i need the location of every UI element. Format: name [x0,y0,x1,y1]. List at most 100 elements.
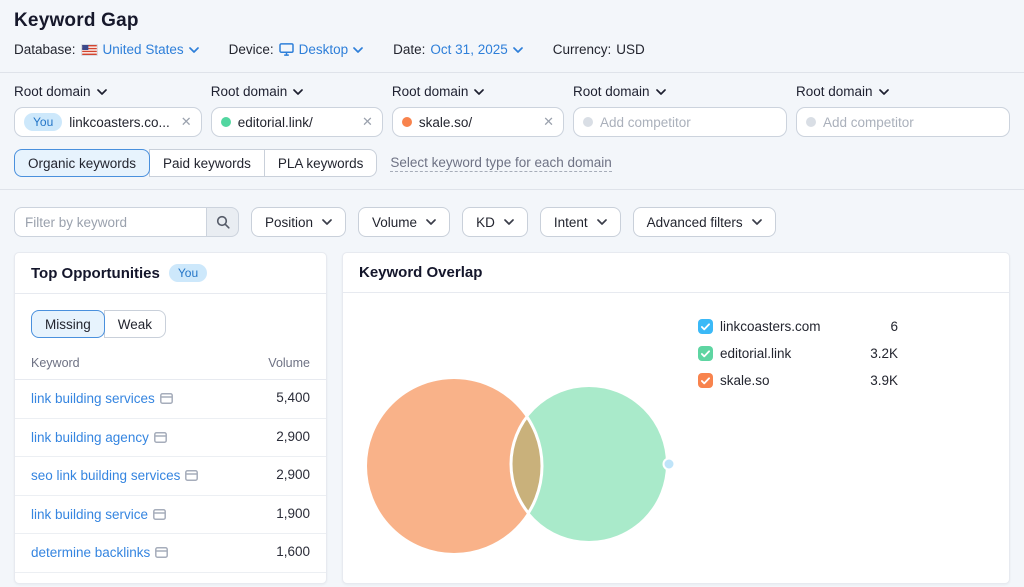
keyword-overlap-title: Keyword Overlap [359,264,483,281]
missing-weak-tabs: Missing Weak [15,294,326,342]
keyword-link[interactable]: link building services [31,389,173,409]
table-row: link building services 5,400 [15,380,326,419]
remove-domain-icon[interactable]: ✕ [180,114,192,129]
volume-value: 1,900 [276,505,310,521]
currency-label: Currency: [552,42,612,57]
database-selector[interactable]: Database: United States [14,42,199,57]
select-keyword-type-link[interactable]: Select keyword type for each domain [390,154,612,172]
overlap-region[interactable] [509,384,667,544]
kd-filter-dropdown[interactable]: KD [462,207,528,237]
tab-organic-keywords[interactable]: Organic keywords [14,149,151,177]
search-icon [216,215,230,229]
domain-chip-skale[interactable]: skale.so/ ✕ [391,107,564,137]
checkbox-skale[interactable] [698,373,713,388]
remove-domain-icon[interactable]: ✕ [543,114,554,129]
keyword-overlap-venn[interactable] [343,293,1010,584]
add-competitor-field-2[interactable] [796,107,1010,137]
domain-chip-you[interactable]: You linkcoasters.co... ✕ [14,107,202,137]
currency-display: Currency: USD [553,42,645,57]
keyword-link[interactable]: link building service [31,505,167,525]
volume-filter-dropdown[interactable]: Volume [358,207,451,237]
legend-row-skale: skale.so 3.9K [698,367,898,394]
linkcoasters-circle[interactable] [662,457,676,471]
database-label: Database: [14,42,76,57]
keyword-link[interactable]: determine backlinks [31,543,169,563]
domain-text: skale.so/ [418,114,473,130]
root-domain-dropdown-5[interactable]: Root domain [796,84,1010,99]
volume-value: 5,400 [276,390,310,405]
keyword-column-header[interactable]: Keyword [31,356,80,370]
serp-features-icon [159,393,173,404]
legend-label: linkcoasters.com [720,319,821,334]
report-settings-bar: Database: United States Device: Desktop … [14,42,1010,57]
advanced-filters-dropdown[interactable]: Advanced filters [632,207,776,237]
add-competitor-input[interactable] [600,114,777,130]
top-opportunities-title: Top Opportunities [31,264,160,282]
you-badge: You [168,264,208,282]
database-value[interactable]: United States [103,42,199,57]
add-competitor-input[interactable] [823,114,1000,130]
device-selector[interactable]: Device: Desktop [229,42,364,57]
tab-missing[interactable]: Missing [31,310,105,338]
domain-color-dot [220,117,231,127]
domain-color-dot [401,117,412,127]
domain-slot-3: Root domain skale.so/ ✕ [391,84,564,137]
desktop-icon [278,43,294,56]
domain-text: editorial.link/ [237,114,313,130]
keyword-filter-input[interactable] [14,207,207,237]
keyword-overlap-header: Keyword Overlap [343,253,1009,293]
root-domain-dropdown-3[interactable]: Root domain [392,84,564,99]
root-domain-dropdown-2[interactable]: Root domain [211,84,383,99]
serp-features-icon [153,508,167,520]
keyword-link[interactable]: seo link building services [31,466,199,486]
domain-slot-5: Root domain [796,84,1010,137]
keyword-search [14,207,239,237]
domain-chip-editorial[interactable]: editorial.link/ ✕ [210,107,383,137]
chevron-down-icon [353,46,363,53]
main-content: Top Opportunities You Missing Weak Keywo… [14,252,1010,584]
keyword-link[interactable]: link building agency [31,428,167,448]
overlap-edge [511,386,544,542]
device-label: Device: [228,42,274,57]
chevron-down-icon [596,219,607,225]
volume-column-header[interactable]: Volume [268,356,310,370]
us-flag-icon [80,43,98,56]
table-row: link building service 1,900 [15,496,326,535]
root-domain-dropdown-1[interactable]: Root domain [14,84,202,99]
domain-text: linkcoasters.co... [69,114,170,130]
chevron-down-icon [188,46,199,53]
search-button[interactable] [206,207,239,237]
add-competitor-field-1[interactable] [573,107,787,137]
legend-row-editorial: editorial.link 3.2K [698,340,898,367]
tab-paid-keywords[interactable]: Paid keywords [149,149,265,177]
serp-features-icon [153,431,167,443]
chevron-down-icon [512,46,523,53]
intent-filter-dropdown[interactable]: Intent [539,207,621,237]
device-value[interactable]: Desktop [299,42,364,57]
domain-color-dot [806,117,816,127]
volume-value: 1,600 [276,544,310,560]
tab-pla-keywords[interactable]: PLA keywords [263,149,378,177]
section-divider [0,189,1024,190]
page-title: Keyword Gap [14,10,139,31]
volume-value: 2,900 [276,467,310,483]
table-row: link building agency 2,900 [15,419,326,458]
table-row: determine backlinks 1,600 [15,534,326,573]
legend-value: 3.2K [870,346,898,361]
top-opportunities-header: Top Opportunities You [15,253,326,294]
chevron-down-icon [503,219,514,225]
volume-value: 2,900 [276,428,310,444]
date-label: Date: [393,42,426,57]
checkbox-linkcoasters[interactable] [698,319,713,334]
domain-color-dot [583,117,593,127]
filter-bar: Position Volume KD Intent Advanced filte… [14,207,1010,237]
date-value[interactable]: Oct 31, 2025 [430,42,523,57]
remove-domain-icon[interactable]: ✕ [361,114,373,129]
domain-slot-4: Root domain [573,84,787,137]
checkbox-editorial[interactable] [698,346,713,361]
root-domain-dropdown-4[interactable]: Root domain [573,84,787,99]
legend-value: 6 [890,319,898,334]
position-filter-dropdown[interactable]: Position [251,207,347,237]
tab-weak[interactable]: Weak [103,310,167,338]
date-selector[interactable]: Date: Oct 31, 2025 [393,42,523,57]
